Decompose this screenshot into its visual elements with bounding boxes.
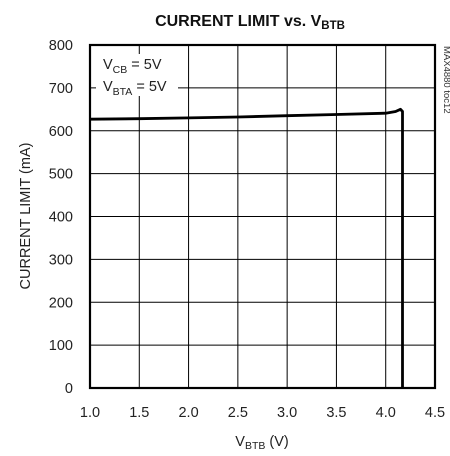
x-tick-label: 3.0 xyxy=(277,405,297,421)
series-line xyxy=(89,107,404,388)
y-axis-label: CURRENT LIMIT (mA) xyxy=(18,143,34,290)
x-tick-label: 1.5 xyxy=(129,405,149,421)
y-tick-label: 200 xyxy=(49,295,73,311)
y-tick-label: 400 xyxy=(49,210,73,226)
x-tick-label: 1.0 xyxy=(80,405,100,421)
x-tick-label: 4.0 xyxy=(376,405,396,421)
y-tick-label: 0 xyxy=(65,381,73,397)
y-tick-label: 600 xyxy=(49,124,73,140)
y-tick-label: 700 xyxy=(49,81,73,97)
series-group xyxy=(89,107,404,388)
chart-title: CURRENT LIMIT vs. VBTB xyxy=(155,13,345,32)
y-tick-label: 100 xyxy=(49,338,73,354)
y-tick-label: 500 xyxy=(49,167,73,183)
x-tick-label: 4.5 xyxy=(425,405,445,421)
grid xyxy=(90,45,435,388)
y-tick-labels: 0 100 200 300 400 500 600 700 800 xyxy=(49,38,73,397)
annotation-vcb: VCB = 5V xyxy=(103,57,162,76)
x-tick-labels: 1.0 1.5 2.0 2.5 3.0 3.5 4.0 4.5 xyxy=(80,405,445,421)
annotation-vbta: VBTA = 5V xyxy=(103,79,167,98)
x-axis-label: VBTB (V) xyxy=(235,434,288,452)
side-label: MAX4880 toc12 xyxy=(441,46,450,114)
y-tick-label: 800 xyxy=(49,38,73,54)
x-tick-label: 2.5 xyxy=(228,405,248,421)
legend-background xyxy=(96,54,178,96)
y-tick-label: 300 xyxy=(49,252,73,268)
x-tick-label: 3.5 xyxy=(326,405,346,421)
x-tick-label: 2.0 xyxy=(178,405,198,421)
plot-frame xyxy=(88,43,437,390)
